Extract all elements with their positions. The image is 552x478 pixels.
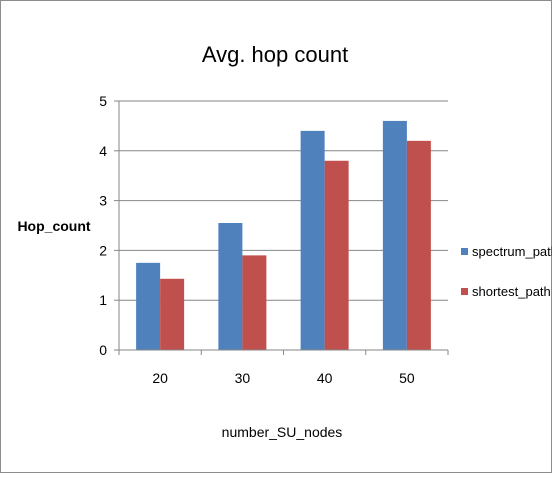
x-tick-label: 50 bbox=[399, 370, 415, 386]
chart-title: Avg. hop count bbox=[202, 42, 348, 67]
bars bbox=[136, 120, 431, 350]
bar-shortest-path-30 bbox=[242, 255, 267, 350]
bar-spectrum-path-40 bbox=[300, 130, 325, 350]
y-tick-label: 5 bbox=[99, 93, 107, 109]
legend-label: spectrum_path bbox=[472, 244, 552, 259]
y-tick-label: 0 bbox=[99, 342, 107, 358]
bar-shortest-path-20 bbox=[160, 278, 185, 350]
axes: 0 1 2 3 4 5 20 30 40 50 bbox=[99, 93, 449, 386]
x-axis-label: number_SU_nodes bbox=[222, 424, 343, 440]
y-axis-label: Hop_count bbox=[17, 218, 90, 234]
bar-spectrum-path-20 bbox=[136, 262, 161, 350]
bar-shortest-path-40 bbox=[324, 160, 349, 350]
bar-shortest-path-50 bbox=[406, 140, 431, 350]
bar-spectrum-path-50 bbox=[382, 120, 407, 350]
y-tick-label: 4 bbox=[99, 143, 107, 159]
legend-label: shortest_path bbox=[472, 284, 551, 299]
x-tick-label: 30 bbox=[235, 370, 251, 386]
x-tick-label: 40 bbox=[317, 370, 333, 386]
legend-swatch bbox=[461, 248, 468, 255]
x-tick-label: 20 bbox=[152, 370, 168, 386]
y-tick-label: 2 bbox=[99, 242, 107, 258]
legend-swatch bbox=[461, 288, 468, 295]
bar-spectrum-path-30 bbox=[218, 223, 243, 350]
y-tick-label: 1 bbox=[99, 292, 107, 308]
legend: spectrum_path shortest_path bbox=[461, 244, 552, 299]
y-tick-label: 3 bbox=[99, 193, 107, 209]
